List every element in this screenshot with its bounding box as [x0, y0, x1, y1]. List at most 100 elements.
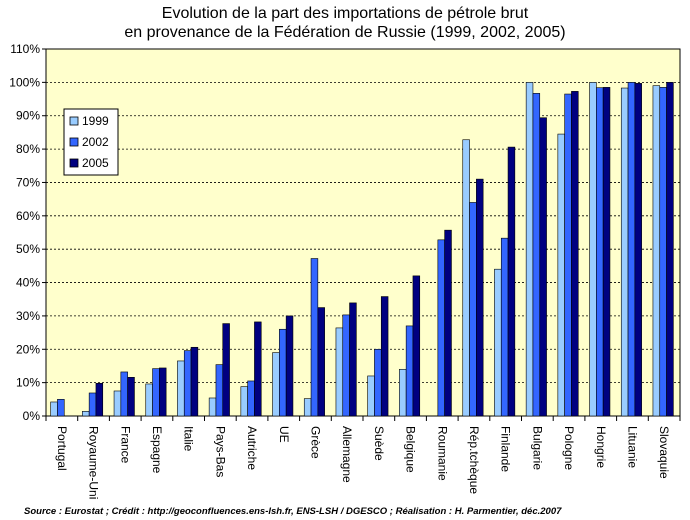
bar-1999	[399, 368, 407, 417]
bar-2005	[444, 229, 452, 417]
y-axis-ticks: 0% 10% 20% 30% 40% 50% 60% 70% 80% 90% 100% 110%	[9, 42, 46, 423]
x-category-label: Hongrie	[594, 426, 608, 468]
bar-2005	[666, 82, 674, 417]
bar-1999	[367, 375, 375, 417]
bar-1999	[113, 390, 122, 417]
y-tick-label: 110%	[10, 42, 40, 56]
bar-1999	[145, 383, 153, 417]
bar-1999	[494, 268, 502, 417]
y-tick-label: 80%	[16, 142, 40, 156]
bar-2005	[254, 321, 262, 417]
bar-1999	[82, 411, 90, 417]
bar-2002	[374, 348, 382, 417]
bar-2005	[539, 117, 547, 417]
bar-2002	[437, 239, 445, 417]
bar-1999	[525, 82, 534, 417]
y-tick-label: 50%	[16, 242, 40, 256]
source-note: Source : Eurostat ; Crédit : http://geoc…	[24, 506, 562, 517]
y-tick-label: 40%	[16, 276, 40, 290]
bar-2002	[57, 399, 65, 417]
bar-2005	[159, 367, 167, 417]
x-category-label: Grèce	[308, 426, 322, 459]
x-category-label: UE	[277, 426, 291, 443]
bar-2002	[500, 237, 509, 417]
bar-2002	[405, 325, 414, 417]
bar-2002	[627, 82, 636, 417]
legend-swatch-1999	[69, 116, 79, 126]
bar-1999	[589, 82, 597, 417]
bar-2002	[247, 380, 255, 417]
bar-2002	[469, 202, 477, 417]
x-category-label: Autriche	[245, 426, 259, 470]
grid	[46, 81, 680, 384]
bar-1999	[462, 139, 470, 417]
bar-1999	[272, 352, 280, 417]
chart-title-line1: Evolution de la part des importations de…	[162, 5, 529, 22]
bar-1999	[50, 401, 58, 417]
bar-2002	[310, 258, 319, 417]
bar-2002	[120, 371, 128, 417]
bar-1999	[620, 87, 629, 417]
x-category-label: Rép.tchèque	[467, 426, 481, 494]
y-tick-label: 10%	[16, 376, 40, 390]
bar-2002	[532, 93, 541, 417]
x-category-label: Suède	[372, 426, 386, 461]
x-category-label: Lituanie	[625, 426, 639, 468]
bar-2002	[342, 314, 350, 417]
y-tick-label: 0%	[23, 409, 41, 423]
x-category-label: Pologne	[562, 426, 576, 470]
x-category-label: Slovaquie	[657, 426, 671, 479]
bar-2002	[659, 87, 667, 417]
bar-2005	[285, 315, 294, 417]
legend-label-2002: 2002	[82, 135, 109, 149]
x-category-label: Belgique	[404, 426, 418, 473]
legend-label-1999: 1999	[82, 114, 109, 128]
bar-2002	[183, 350, 192, 417]
bar-2002	[564, 93, 572, 417]
legend: 1999 2002 2005	[63, 108, 119, 176]
bar-1999	[335, 327, 344, 417]
bar-2005	[412, 275, 421, 417]
bars	[50, 82, 674, 417]
legend-swatch-2005	[69, 158, 79, 168]
bar-2005	[571, 91, 579, 417]
bar-2002	[279, 328, 287, 417]
bar-1999	[240, 386, 248, 417]
bar-1999	[557, 133, 565, 417]
bar-2005	[349, 302, 357, 417]
bar-2005	[602, 87, 611, 417]
x-category-label: Roumanie	[435, 426, 449, 481]
x-category-label: Bulgarie	[530, 426, 544, 470]
bar-2005	[507, 146, 516, 417]
chart-title-line2: en provenance de la Fédération de Russie…	[124, 24, 565, 41]
x-category-label: France	[118, 426, 132, 464]
bar-2005	[380, 296, 389, 417]
y-tick-label: 30%	[16, 309, 40, 323]
x-category-label: Portugal	[55, 426, 69, 471]
x-category-label: Italie	[182, 426, 196, 452]
bar-2005	[476, 178, 484, 417]
legend-label-2005: 2005	[82, 156, 109, 170]
bar-2002	[152, 368, 160, 417]
y-tick-label: 100%	[9, 75, 40, 89]
y-tick-label: 70%	[16, 175, 40, 189]
bar-2005	[222, 323, 230, 417]
x-category-label: Allemagne	[340, 426, 354, 483]
bar-2005	[95, 383, 104, 417]
x-category-label: Royaume-Uni	[87, 426, 101, 499]
bar-2005	[317, 307, 325, 417]
bar-1999	[208, 397, 217, 417]
bar-1999	[177, 360, 185, 417]
bar-1999	[303, 398, 312, 417]
y-tick-label: 20%	[16, 342, 40, 356]
bar-1999	[652, 85, 661, 417]
x-category-label: Finlande	[499, 426, 513, 472]
bar-2002	[215, 364, 224, 417]
bar-2005	[190, 346, 199, 417]
bar-2005	[127, 376, 135, 417]
legend-swatch-2002	[69, 137, 79, 147]
bar-2002	[88, 392, 97, 417]
bar-2002	[596, 87, 604, 417]
